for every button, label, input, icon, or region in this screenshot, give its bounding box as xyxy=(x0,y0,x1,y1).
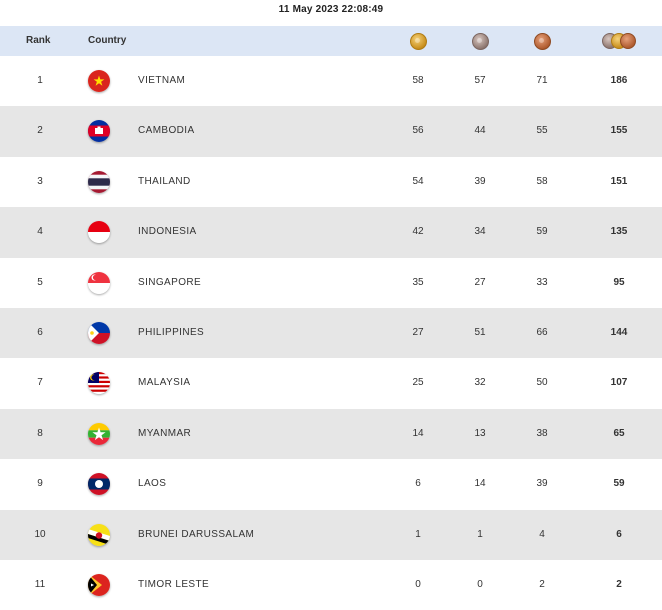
indonesia-flag-icon xyxy=(88,221,110,244)
philippines-flag-icon xyxy=(88,321,110,344)
rank-cell: 10 xyxy=(34,528,46,540)
silver-count: 34 xyxy=(474,226,486,238)
silver-count: 39 xyxy=(474,175,486,187)
total-count: 65 xyxy=(613,427,625,439)
table-row[interactable]: 8 MYANMAR 14 13 38 65 xyxy=(0,408,662,460)
country-name[interactable]: INDONESIA xyxy=(138,226,197,238)
total-count: 135 xyxy=(610,226,628,238)
vietnam-flag-icon xyxy=(88,70,110,92)
bronze-count: 33 xyxy=(536,276,548,288)
total-count: 59 xyxy=(613,478,625,490)
gold-count: 58 xyxy=(412,75,424,86)
laos-flag-icon xyxy=(88,473,110,496)
country-name[interactable]: MYANMAR xyxy=(138,427,192,439)
rank-cell: 7 xyxy=(37,377,43,389)
country-name[interactable]: BRUNEI DARUSSALAM xyxy=(138,528,255,540)
rank-cell: 5 xyxy=(37,276,43,288)
silver-count: 51 xyxy=(474,326,486,338)
gold-medal-icon[interactable] xyxy=(410,33,427,50)
gold-count: 0 xyxy=(415,578,421,590)
malaysia-flag-icon xyxy=(88,372,110,395)
gold-count: 54 xyxy=(412,175,424,187)
bronze-count: 58 xyxy=(536,175,548,187)
table-row[interactable]: 7 MALAYSIA 25 32 50 107 xyxy=(0,358,662,408)
country-name[interactable]: LAOS xyxy=(138,478,167,490)
country-name[interactable]: MALAYSIA xyxy=(138,377,191,389)
table-row[interactable]: 2 CAMBODIA 56 44 55 155 xyxy=(0,106,662,157)
rank-cell: 3 xyxy=(37,175,43,187)
gold-count: 25 xyxy=(412,377,424,389)
bronze-count: 38 xyxy=(536,427,548,439)
silver-count: 57 xyxy=(474,75,486,86)
bronze-count: 55 xyxy=(536,125,548,137)
rank-cell: 6 xyxy=(37,326,43,338)
bronze-medal-icon[interactable] xyxy=(534,33,551,50)
table-row[interactable]: 6 PHILIPPINES 27 51 66 144 xyxy=(0,307,662,359)
silver-count: 14 xyxy=(474,478,486,490)
medal-table-body: 1 VIETNAM 58 57 71 186 2 CAMBODIA 56 44 55 155 3 THAI… xyxy=(0,56,662,610)
rank-cell: 11 xyxy=(34,578,46,590)
gold-count: 6 xyxy=(415,478,421,490)
table-row[interactable]: 3 THAILAND 54 39 58 151 xyxy=(0,157,662,207)
table-row[interactable]: 1 VIETNAM 58 57 71 186 xyxy=(0,56,662,106)
bronze-count: 39 xyxy=(536,478,548,490)
table-header: Rank Country xyxy=(0,26,662,56)
table-row[interactable]: 4 INDONESIA 42 34 59 135 xyxy=(0,207,662,258)
rank-cell: 4 xyxy=(37,226,43,238)
gold-count: 27 xyxy=(412,326,424,338)
rank-cell: 9 xyxy=(37,478,43,490)
bronze-count: 4 xyxy=(539,528,545,540)
country-name[interactable]: CAMBODIA xyxy=(138,125,195,137)
rank-column-header[interactable]: Rank xyxy=(26,35,51,46)
total-count: 155 xyxy=(610,125,628,137)
bronze-count: 50 xyxy=(536,377,548,389)
bronze-count: 2 xyxy=(539,578,545,590)
gold-count: 14 xyxy=(412,427,424,439)
silver-medal-icon[interactable] xyxy=(472,33,489,50)
silver-count: 32 xyxy=(474,377,486,389)
silver-count: 13 xyxy=(474,427,486,439)
total-count: 186 xyxy=(610,75,628,86)
brunei-flag-icon xyxy=(88,523,110,546)
total-medals-icon[interactable] xyxy=(602,33,636,50)
singapore-flag-icon xyxy=(88,271,110,294)
silver-count: 0 xyxy=(477,578,483,590)
country-name[interactable]: VIETNAM xyxy=(138,75,186,86)
table-row[interactable]: 9 LAOS 6 14 39 59 xyxy=(0,459,662,509)
rank-cell: 1 xyxy=(37,75,43,86)
bronze-count: 59 xyxy=(536,226,548,238)
bronze-count: 66 xyxy=(536,326,548,338)
silver-count: 1 xyxy=(477,528,483,540)
total-count: 107 xyxy=(610,377,628,389)
thailand-flag-icon xyxy=(88,170,110,193)
country-name[interactable]: TIMOR LESTE xyxy=(138,578,210,590)
total-count: 95 xyxy=(613,276,625,288)
gold-count: 56 xyxy=(412,125,424,137)
gold-count: 1 xyxy=(415,528,421,540)
total-count: 144 xyxy=(610,326,628,338)
silver-count: 27 xyxy=(474,276,486,288)
silver-count: 44 xyxy=(474,125,486,137)
total-count: 2 xyxy=(616,578,622,590)
cambodia-flag-icon xyxy=(88,120,110,143)
total-count: 151 xyxy=(610,175,628,187)
gold-count: 35 xyxy=(412,276,424,288)
rank-cell: 8 xyxy=(37,427,43,439)
myanmar-flag-icon xyxy=(88,422,110,445)
country-name[interactable]: SINGAPORE xyxy=(138,276,202,288)
table-row[interactable]: 11 TIMOR LESTE 0 0 2 2 xyxy=(0,560,662,610)
country-name[interactable]: PHILIPPINES xyxy=(138,326,205,338)
bronze-count: 71 xyxy=(536,75,548,86)
total-count: 6 xyxy=(616,528,622,540)
country-name[interactable]: THAILAND xyxy=(138,175,191,187)
gold-count: 42 xyxy=(412,226,424,238)
rank-cell: 2 xyxy=(37,125,43,137)
table-row[interactable]: 5 SINGAPORE 35 27 33 95 xyxy=(0,258,662,308)
timor-leste-flag-icon xyxy=(88,573,110,596)
country-column-header[interactable]: Country xyxy=(88,35,127,46)
timestamp: 11 May 2023 22:08:49 xyxy=(278,4,384,15)
table-row[interactable]: 10 BRUNEI DARUSSALAM 1 1 4 6 xyxy=(0,509,662,560)
